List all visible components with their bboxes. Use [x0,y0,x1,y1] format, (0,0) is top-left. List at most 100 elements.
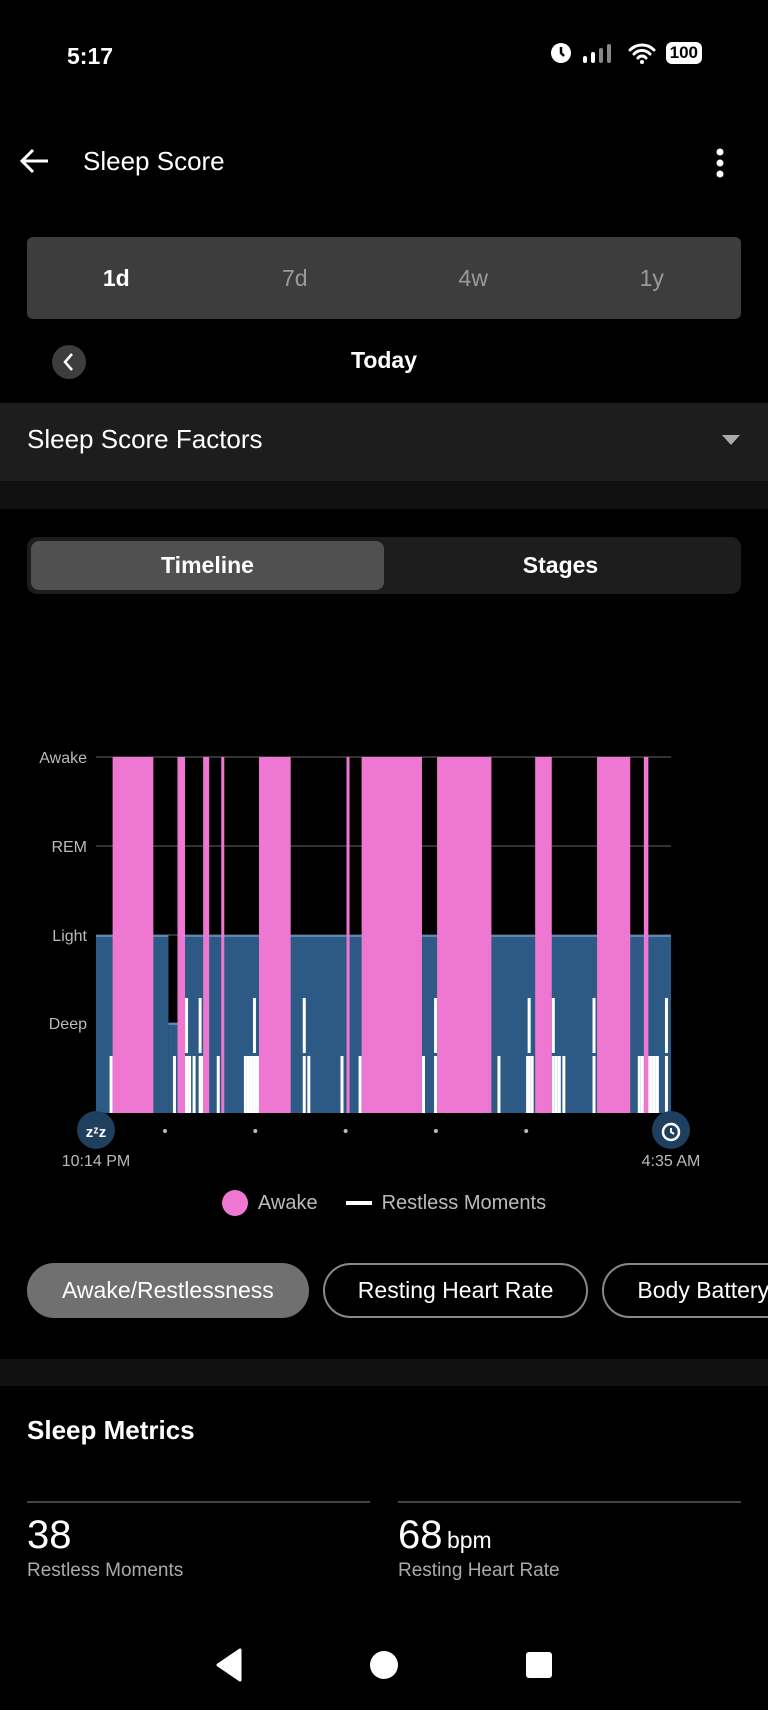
status-icons: 100 [550,42,702,64]
awake-bar [535,757,552,1113]
restless-tick [172,1056,176,1113]
restless-tick [109,1056,113,1113]
restless-tick [302,1056,306,1113]
restless-tick-strong [434,998,438,1053]
nav-home-icon[interactable] [369,1645,399,1685]
restless-tick [592,1056,596,1113]
restless-tick [358,1056,362,1113]
awake-bar [177,757,186,1113]
restless-tick [200,1056,204,1113]
restless-tick-strong [664,998,668,1053]
legend-awake-swatch [221,1190,248,1216]
legend-restless-label: Restless Moments [381,1191,547,1214]
range-tab-4w[interactable]: 4w [458,264,488,291]
chevron-left-icon [63,353,73,371]
section-divider [0,481,768,509]
restless-tick [434,1056,438,1113]
legend-restless-swatch [345,1201,372,1205]
page-title: Sleep Score [83,146,225,176]
restless-tick [497,1056,501,1113]
restless-tick [637,1056,641,1113]
x-axis-tick-dot [343,1129,348,1133]
restless-tick-strong [527,998,531,1053]
restless-tick [655,1056,659,1113]
alarm-clock-hands [670,1128,675,1135]
range-tab-1d[interactable]: 1d [102,264,130,291]
sleep-start-marker [77,1111,115,1149]
restless-tick [252,1056,256,1113]
awake-bar [112,757,154,1113]
restless-tick [188,1056,192,1113]
y-label-rem: REM [51,839,87,856]
metric-value: 38 [27,1513,72,1557]
tab-timeline[interactable]: Timeline [31,541,384,590]
restless-tick [243,1056,247,1113]
restless-tick [640,1056,644,1113]
restless-tick [246,1056,250,1113]
awake-bar [643,757,649,1113]
chip-awake-restlessness[interactable]: Awake/Restlessness [27,1263,309,1318]
metric-chips: Awake/Restlessness Resting Heart Rate Bo… [27,1263,768,1318]
restless-tick [307,1056,311,1113]
metric-label: Resting Heart Rate [398,1560,560,1581]
restless-tick-strong [302,998,306,1053]
sleep-timeline-chart: Deep Light REM Awake zᶻz 10:14 PM 4:35 AM [39,750,701,1170]
restless-tick [526,1056,530,1113]
previous-date-button[interactable] [52,345,86,379]
x-label-start: 10:14 PM [62,1153,130,1170]
range-selector: 1d 7d 4w 1y [27,237,741,319]
more-options-icon[interactable] [708,146,732,180]
factors-label: Sleep Score Factors [27,424,263,454]
y-label-light: Light [52,928,87,945]
range-tab-1y[interactable]: 1y [639,264,664,291]
restless-tick [421,1056,425,1113]
restless-tick [255,1056,259,1113]
date-label: Today [350,347,418,373]
restless-tick-strong [185,998,189,1053]
restless-tick [527,1056,531,1113]
back-arrow-icon[interactable] [18,144,52,178]
restless-tick [249,1056,253,1113]
chip-body-battery[interactable]: Body Battery [602,1263,768,1318]
restless-tick-strong [198,998,202,1053]
metric-value: 68 [398,1513,443,1557]
x-label-end: 4:35 AM [642,1153,701,1170]
signal-icon [582,44,611,63]
legend-awake-label: Awake [257,1191,318,1214]
chart-legend: Awake Restless Moments [0,1190,768,1216]
restless-tick [557,1056,561,1113]
awake-bar [221,757,225,1113]
restless-tick [185,1056,189,1113]
zzz-icon: zᶻz [86,1124,106,1141]
restless-tick [216,1056,220,1113]
alarm-clock-icon [661,1122,681,1142]
restless-tick-strong [252,998,256,1053]
view-toggle: Timeline Stages [27,537,741,594]
restless-tick [192,1056,196,1113]
awake-bar [361,757,422,1113]
x-axis-tick-dot [524,1129,529,1133]
awake-bar [203,757,210,1113]
metric-unit: bpm [446,1527,492,1553]
restless-tick [551,1056,555,1113]
metric-label: Restless Moments [27,1560,184,1581]
awake-bar [597,757,631,1113]
restless-tick-strong [592,998,596,1053]
section-divider [0,1359,768,1386]
stage-bar-deep [168,1023,178,1113]
restless-tick [664,1056,668,1113]
restless-tick-strong [551,998,555,1053]
range-tab-7d[interactable]: 7d [281,264,308,291]
battery-indicator: 100 [665,42,702,64]
restless-tick [530,1056,534,1113]
restless-tick [649,1056,653,1113]
nav-back-icon[interactable] [214,1645,244,1685]
metric-resting-heart-rate: 68 bpm Resting Heart Rate [398,1501,741,1582]
y-label-awake: Awake [39,750,87,767]
x-axis-tick-dot [433,1129,438,1133]
sleep-score-factors-dropdown[interactable]: Sleep Score Factors [0,403,768,481]
tab-stages[interactable]: Stages [522,552,599,578]
nav-recents-icon[interactable] [524,1645,554,1685]
caret-down-icon [722,435,740,445]
chip-resting-heart-rate[interactable]: Resting Heart Rate [322,1263,589,1318]
